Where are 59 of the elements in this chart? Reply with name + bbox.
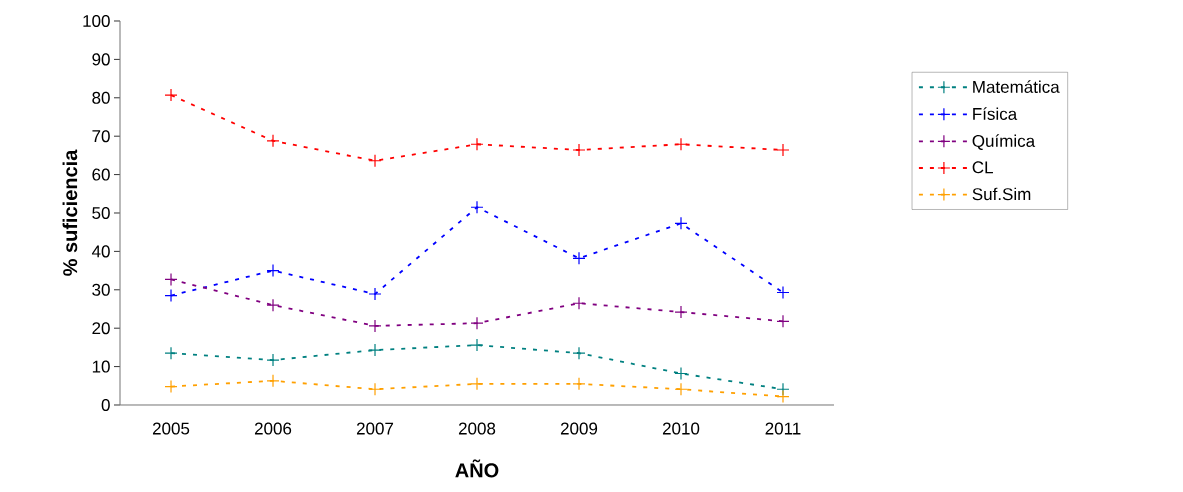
y-tick-label: 60 [92,168,110,181]
y-tick-label: 20 [92,322,110,335]
point [266,263,280,278]
point [470,316,484,330]
x-tick-label: 2006 [254,422,292,435]
point [572,251,586,265]
x-tick-label: 2005 [152,422,190,435]
point [164,288,178,303]
y-tick-label: 70 [92,130,110,143]
x-tick-label: 2010 [662,422,700,435]
point [470,338,484,352]
y-tick-label: 30 [92,283,110,296]
point [470,137,484,151]
point [776,143,790,157]
x-tick-label: 2008 [458,422,496,435]
point [572,346,586,360]
point [776,389,790,404]
point [164,379,178,394]
point [368,319,382,333]
point [776,285,790,300]
point [776,314,790,328]
point [266,374,280,388]
legend-label: Suf.Sim [972,187,1031,201]
point [470,200,484,214]
point [674,305,688,319]
y-tick-label: 40 [91,245,110,258]
point [674,137,688,151]
x-tick-label: 2009 [560,422,598,435]
point [368,343,382,357]
point [164,272,178,287]
point [368,287,382,301]
y-tick-label: 80 [92,91,110,104]
point [572,143,586,157]
point [674,216,688,230]
y-tick-label: 10 [92,360,110,373]
legend-label: Física [973,107,1018,120]
point [164,346,178,360]
legend-label: CL [972,161,993,174]
point [266,134,280,148]
legend-label: Química [972,134,1036,151]
point [164,88,178,102]
point [572,377,586,391]
point [572,296,586,310]
y-tick-label: 100 [83,14,110,28]
point [368,154,382,168]
point [470,377,484,391]
point [674,366,688,381]
point [674,382,688,396]
point [368,382,382,396]
point [266,298,280,312]
y-tick-label: 90 [92,53,110,66]
x-axis-title: AÑO [455,459,499,478]
y-axis-title: % suficiencia [62,149,78,276]
point [266,353,280,367]
y-tick-label: 50 [92,206,110,220]
y-tick-label: 0 [101,398,110,412]
x-tick-label: 2007 [356,422,394,435]
legend-label: Matemática [973,80,1060,93]
x-tick-label: 2011 [765,422,801,435]
